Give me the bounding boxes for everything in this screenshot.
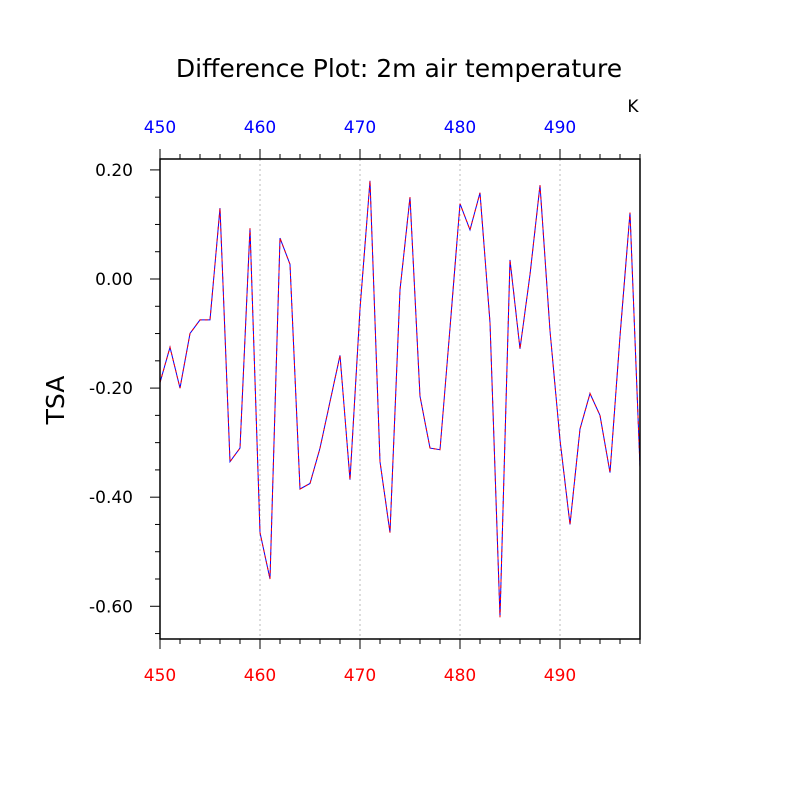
x-tick-label-bottom: 450 <box>144 666 176 686</box>
x-tick-label-top: 480 <box>444 118 476 138</box>
x-tick-label-bottom: 490 <box>544 666 576 686</box>
x-tick-label-top: 490 <box>544 118 576 138</box>
y-tick-label: -0.20 <box>89 379 133 399</box>
chart-title: Difference Plot: 2m air temperature <box>176 54 622 83</box>
y-tick-label: -0.60 <box>89 597 133 617</box>
x-tick-label-top: 470 <box>344 118 376 138</box>
y-tick-label: -0.40 <box>89 488 133 508</box>
x-tick-label-bottom: 460 <box>244 666 276 686</box>
series-line <box>159 180 641 618</box>
y-axis-label: TSA <box>41 376 70 426</box>
units-label: K <box>627 97 639 117</box>
y-tick-label: 0.00 <box>95 270 133 290</box>
x-tick-label-bottom: 470 <box>344 666 376 686</box>
plot-frame <box>159 158 641 640</box>
axis-ticks: 450 450 460 460 470 470 480 480 490 490 0.20 0.00 -0… <box>89 118 641 686</box>
series-group <box>159 180 641 618</box>
grid-lines <box>259 159 561 639</box>
x-tick-label-top: 450 <box>144 118 176 138</box>
x-tick-label-bottom: 480 <box>444 666 476 686</box>
x-tick-label-top: 460 <box>244 118 276 138</box>
series-line-dash <box>159 180 641 618</box>
y-tick-label: 0.20 <box>95 161 133 181</box>
